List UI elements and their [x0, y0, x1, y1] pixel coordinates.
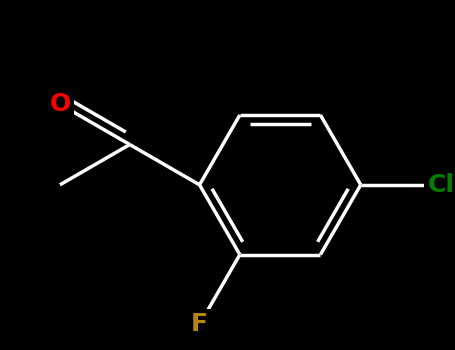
Text: O: O [49, 92, 71, 116]
Text: Cl: Cl [428, 173, 455, 197]
Text: F: F [191, 313, 208, 336]
